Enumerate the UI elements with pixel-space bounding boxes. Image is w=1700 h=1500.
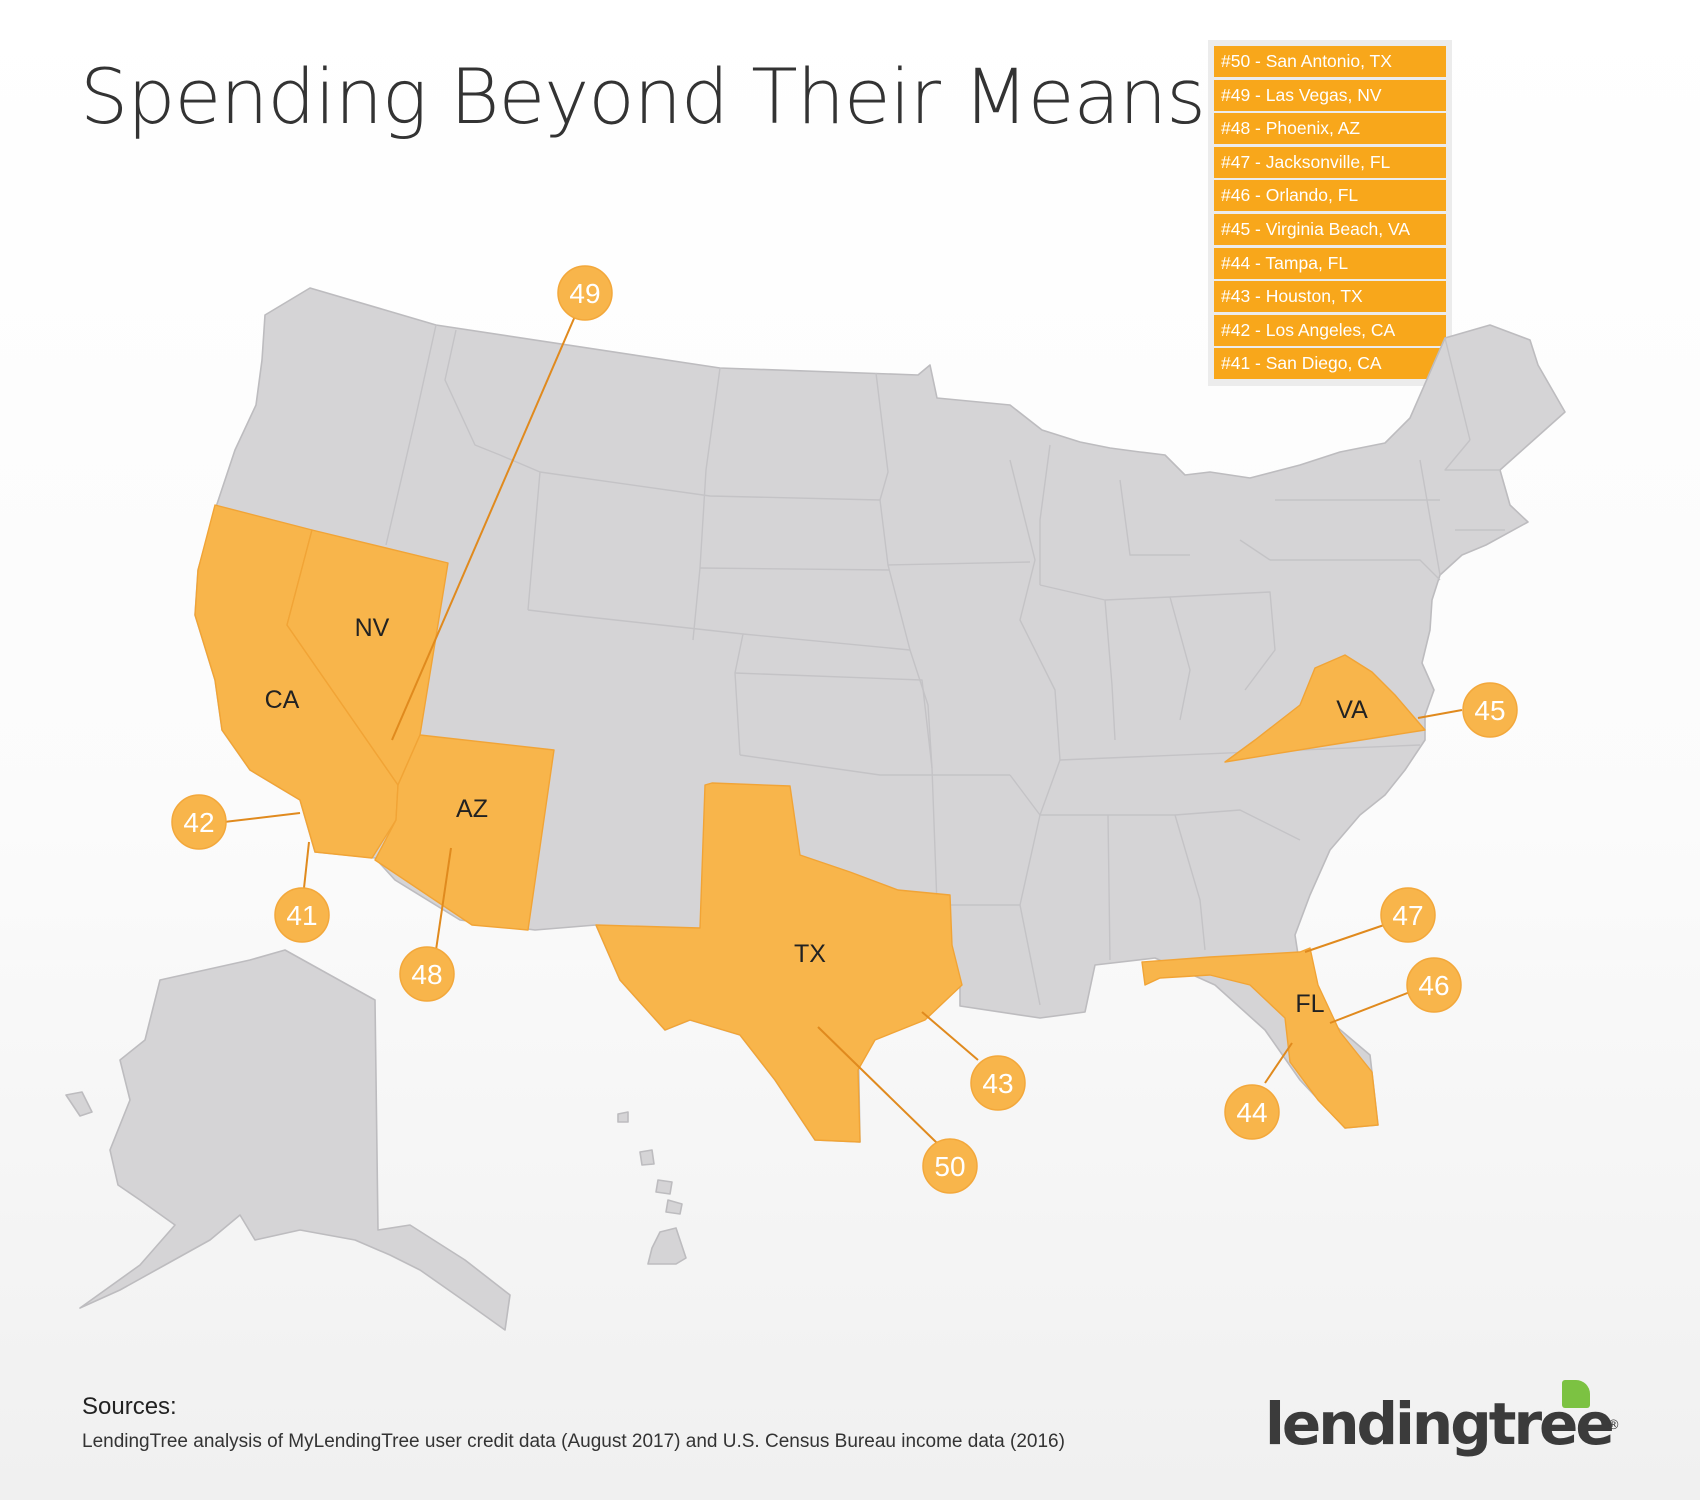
state-tx: [595, 782, 963, 1143]
marker-47: 47: [1380, 887, 1436, 943]
marker-43-label: 43: [982, 1068, 1013, 1099]
marker-45: 45: [1462, 682, 1518, 738]
alaska-island: [65, 1091, 93, 1117]
leader-line-46: [1329, 991, 1411, 1024]
sources-heading: Sources:: [82, 1393, 177, 1420]
leader-line-41: [303, 841, 310, 889]
legend-item: #45 - Virginia Beach, VA: [1214, 213, 1446, 245]
leader-line-50: [817, 1026, 938, 1144]
leader-line-42: [223, 812, 301, 823]
leader-line-47: [1304, 923, 1388, 953]
hawaii-island: [655, 1179, 673, 1195]
marker-46: 46: [1406, 957, 1462, 1013]
marker-48: 48: [399, 946, 455, 1002]
state-va: [1224, 654, 1426, 763]
alaska: [79, 949, 511, 1331]
marker-48-label: 48: [411, 959, 442, 990]
legend-item: #46 - Orlando, FL: [1214, 180, 1446, 212]
label-tx: TX: [794, 940, 826, 968]
marker-45-label: 45: [1474, 695, 1505, 726]
legend-item: #47 - Jacksonville, FL: [1214, 146, 1446, 178]
marker-42: 42: [171, 794, 227, 850]
marker-47-label: 47: [1392, 900, 1423, 931]
label-fl: FL: [1295, 990, 1324, 1018]
state-fl: [1141, 947, 1379, 1129]
legend: #50 - San Antonio, TX #49 - Las Vegas, N…: [1208, 40, 1452, 386]
page-title: Spending Beyond Their Means: [80, 52, 1206, 141]
lendingtree-logo: lendingtree ®: [1265, 1380, 1625, 1472]
label-ca: CA: [265, 686, 300, 714]
marker-44: 44: [1224, 1084, 1280, 1140]
marker-46-label: 46: [1418, 970, 1449, 1001]
leader-line-45: [1417, 709, 1463, 719]
leader-line-43: [921, 1011, 979, 1061]
legend-item: #41 - San Diego, CA: [1214, 348, 1446, 380]
state-az: [374, 734, 555, 931]
leader-line-49: [391, 292, 586, 741]
leader-line-48: [435, 847, 452, 951]
legend-item: #50 - San Antonio, TX: [1214, 46, 1446, 77]
marker-50: 50: [922, 1138, 978, 1194]
registered-mark: ®: [1607, 1418, 1620, 1433]
label-az: AZ: [456, 795, 488, 823]
legend-item: #43 - Houston, TX: [1214, 281, 1446, 313]
logo-text: lendingtree: [1265, 1390, 1615, 1458]
legend-item: #44 - Tampa, FL: [1214, 247, 1446, 279]
marker-44-label: 44: [1236, 1097, 1267, 1128]
marker-41-label: 41: [286, 900, 317, 931]
legend-item: #42 - Los Angeles, CA: [1214, 314, 1446, 346]
leader-line-44: [1264, 1042, 1293, 1084]
legend-item: #49 - Las Vegas, NV: [1214, 79, 1446, 111]
marker-41: 41: [274, 887, 330, 943]
label-va: VA: [1336, 696, 1368, 724]
marker-42-label: 42: [183, 807, 214, 838]
marker-49: 49: [557, 265, 613, 321]
marker-50-label: 50: [934, 1151, 965, 1182]
hawaii-island: [639, 1149, 655, 1166]
hawaii-island: [617, 1111, 629, 1123]
sources-text: LendingTree analysis of MyLendingTree us…: [82, 1431, 1065, 1452]
sources: Sources: LendingTree analysis of MyLendi…: [82, 1393, 1065, 1453]
marker-43: 43: [970, 1055, 1026, 1111]
label-nv: NV: [355, 614, 390, 642]
hawaii-island: [647, 1227, 687, 1265]
hawaii-island: [665, 1199, 683, 1215]
legend-item: #48 - Phoenix, AZ: [1214, 113, 1446, 145]
marker-49-label: 49: [569, 278, 600, 309]
leaf-icon: [1562, 1380, 1590, 1408]
